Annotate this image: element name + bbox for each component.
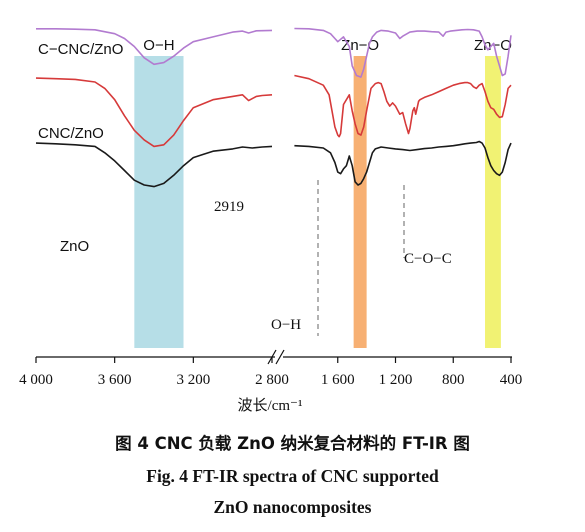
highlight-bands (134, 56, 501, 348)
curve-labels: C−CNC/ZnO CNC/ZnO ZnO (38, 41, 123, 255)
highlight-band-2 (485, 56, 501, 348)
ftir-chart: O−H Zn−O Zn−O C−CNC/ZnO CNC/ZnO ZnO 2919 O… (19, 27, 522, 414)
axis-break-mark-2 (275, 349, 285, 365)
series-line-2-right (294, 140, 512, 186)
x-axis-title: 波长/cm⁻¹ (238, 397, 303, 414)
band-label-1: Zn−O (341, 37, 379, 54)
x-axis: 4 000 3 600 3 200 2 800 1 600 1 200 800 400 波长/… (19, 349, 522, 414)
band-label-0: O−H (143, 37, 174, 54)
band-label-2: Zn−O (474, 37, 512, 54)
x-tick-label-4: 1 600 (321, 372, 355, 388)
x-tick-label-7: 400 (500, 372, 523, 388)
series-line-0-left (36, 28, 273, 66)
highlight-band-1 (353, 56, 367, 348)
x-tick-label-6: 800 (442, 372, 465, 388)
annotation-coc: C−O−C (404, 251, 452, 267)
band-labels: O−H Zn−O Zn−O (143, 37, 512, 54)
annotation-2919: 2919 (214, 199, 244, 215)
caption-chinese: 图 4 CNC 负载 ZnO 纳米复合材料的 FT-IR 图 (115, 434, 470, 453)
curve-label-zno: ZnO (60, 238, 89, 255)
caption-english-line1: Fig. 4 FT-IR spectra of CNC supported (146, 466, 439, 486)
highlight-band-0 (134, 56, 184, 348)
x-tick-label-0: 4 000 (19, 372, 53, 388)
series-line-1-right (294, 74, 512, 138)
series-layer (35, 27, 512, 188)
curve-label-cnc-zno: CNC/ZnO (38, 125, 104, 142)
x-tick-label-1: 3 600 (98, 372, 132, 388)
series-line-1-left (35, 77, 273, 148)
annotations: 2919 O−H C−O−C (214, 180, 452, 336)
x-ticks: 4 000 3 600 3 200 2 800 1 600 1 200 800 400 (19, 357, 522, 388)
x-tick-label-3: 2 800 (255, 372, 289, 388)
series-line-2-left (35, 142, 273, 188)
curve-label-c-cnc-zno: C−CNC/ZnO (38, 41, 123, 58)
x-tick-label-5: 1 200 (379, 372, 413, 388)
caption-english-line2: ZnO nanocomposites (213, 497, 372, 517)
annotation-oh: O−H (271, 317, 301, 333)
x-tick-label-2: 3 200 (176, 372, 210, 388)
series-line-0-right (294, 27, 512, 78)
